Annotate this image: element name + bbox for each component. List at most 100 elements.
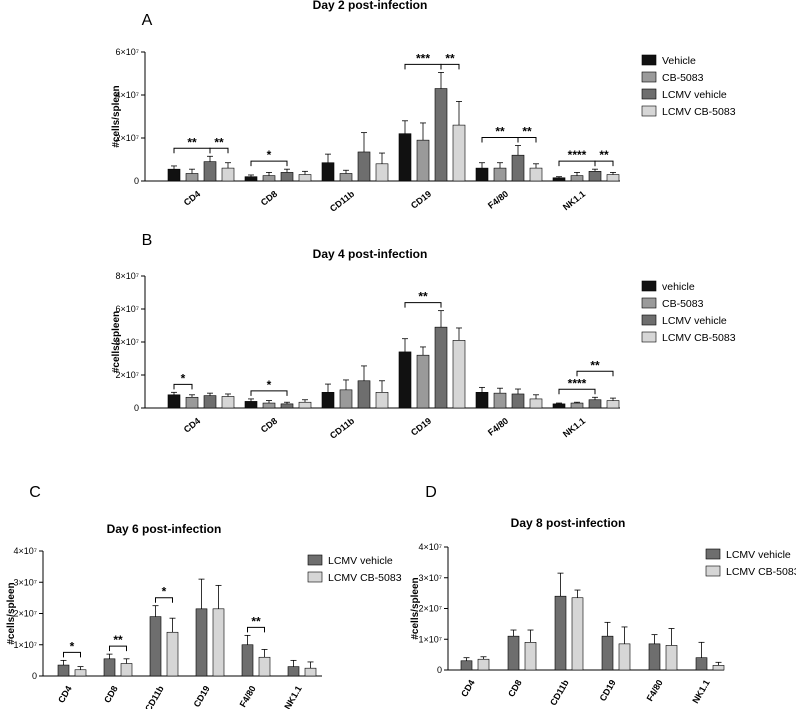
bar bbox=[570, 402, 584, 409]
bar bbox=[588, 399, 602, 409]
legend-label: CB-5083 bbox=[662, 72, 704, 84]
bar bbox=[241, 644, 254, 677]
bar bbox=[398, 351, 412, 409]
legend-swatch bbox=[641, 331, 657, 343]
significance-label: ** bbox=[214, 135, 224, 149]
legend-swatch bbox=[705, 548, 721, 560]
legend-label: CB-5083 bbox=[662, 298, 704, 310]
x-tick-label: CD4 bbox=[56, 684, 74, 705]
bar bbox=[552, 403, 566, 409]
significance-bracket bbox=[209, 147, 229, 154]
x-tick-label: CD8 bbox=[506, 678, 524, 699]
bar bbox=[529, 167, 543, 182]
significance-label: ** bbox=[522, 125, 532, 139]
y-tick-label: 2×10⁷ bbox=[115, 370, 139, 380]
bar bbox=[571, 597, 584, 671]
bar bbox=[552, 177, 566, 182]
y-tick-label: 0 bbox=[437, 665, 442, 675]
bar bbox=[475, 392, 489, 409]
legend-label: LCMV vehicle bbox=[662, 315, 727, 327]
bar bbox=[712, 665, 725, 671]
bar bbox=[185, 396, 199, 409]
x-tick-label: CD8 bbox=[259, 416, 279, 435]
bar bbox=[120, 663, 133, 677]
significance-label: **** bbox=[568, 376, 587, 390]
bar bbox=[103, 658, 116, 677]
bar bbox=[298, 401, 312, 409]
chart-panel-B: B Day 4 post-infection 0 2×10⁷ 4×10⁷ 6×10⁷ 8×1… bbox=[111, 232, 736, 441]
y-tick-label: 0 bbox=[134, 403, 139, 413]
bar bbox=[212, 608, 225, 677]
legend-swatch bbox=[705, 565, 721, 577]
x-tick-label: CD19 bbox=[409, 189, 433, 211]
significance-label: * bbox=[267, 378, 272, 392]
bar bbox=[280, 172, 294, 182]
significance-bracket bbox=[247, 626, 265, 633]
significance-label: ** bbox=[187, 135, 197, 149]
bar bbox=[221, 167, 235, 182]
bar bbox=[529, 398, 543, 409]
legend-swatch bbox=[641, 280, 657, 292]
y-tick-label: 2×10⁷ bbox=[13, 609, 37, 619]
bar bbox=[554, 595, 567, 671]
bar bbox=[493, 392, 507, 409]
bar bbox=[452, 124, 466, 182]
y-tick-label: 3×10⁷ bbox=[13, 577, 37, 587]
bar bbox=[203, 395, 217, 409]
x-tick-label: F4/80 bbox=[645, 678, 665, 703]
bar bbox=[357, 380, 371, 409]
bar bbox=[339, 173, 353, 182]
y-tick-label: 2×10⁷ bbox=[418, 604, 442, 614]
y-tick-label: 4×10⁷ bbox=[13, 546, 37, 556]
chart-title: Day 2 post-infection bbox=[313, 0, 428, 12]
bar bbox=[398, 133, 412, 182]
significance-label: ** bbox=[445, 51, 455, 65]
significance-label: * bbox=[70, 639, 75, 653]
panel-letter: B bbox=[142, 232, 153, 249]
bar bbox=[475, 167, 489, 182]
y-tick-label: 6×10⁷ bbox=[115, 47, 139, 57]
x-tick-label: CD11b bbox=[328, 188, 357, 213]
significance-label: ** bbox=[418, 290, 428, 304]
y-axis-label: #cells/spleen bbox=[111, 311, 122, 373]
chart-title: Day 6 post-infection bbox=[107, 522, 222, 536]
bar bbox=[287, 666, 300, 677]
significance-bracket bbox=[250, 390, 288, 396]
bar bbox=[244, 176, 258, 182]
x-tick-label: NK1.1 bbox=[561, 416, 587, 440]
significance-bracket bbox=[155, 597, 173, 603]
significance-bracket bbox=[517, 137, 537, 143]
x-tick-label: F4/80 bbox=[486, 416, 510, 438]
significance-bracket bbox=[440, 63, 460, 70]
bar bbox=[507, 635, 520, 671]
legend-swatch bbox=[641, 105, 657, 117]
significance-label: ** bbox=[495, 125, 505, 139]
bar bbox=[601, 635, 614, 671]
significance-label: ** bbox=[599, 148, 609, 162]
y-tick-label: 1×10⁷ bbox=[13, 640, 37, 650]
bar bbox=[570, 175, 584, 182]
x-tick-label: CD11b bbox=[143, 684, 166, 709]
x-tick-label: CD19 bbox=[409, 416, 433, 438]
y-tick-label: 1×10⁷ bbox=[418, 634, 442, 644]
legend-swatch bbox=[307, 554, 323, 566]
y-tick-label: 4×10⁷ bbox=[115, 337, 139, 347]
legend-label: LCMV CB-5083 bbox=[726, 566, 796, 578]
significance-bracket bbox=[404, 302, 442, 308]
bar bbox=[321, 392, 335, 409]
significance-bracket bbox=[109, 645, 127, 652]
legend-label: LCMV CB-5083 bbox=[328, 572, 402, 584]
bar bbox=[304, 667, 317, 677]
bar bbox=[298, 174, 312, 182]
x-tick-label: CD8 bbox=[259, 189, 279, 208]
x-tick-label: CD4 bbox=[459, 678, 477, 699]
significance-bracket bbox=[594, 160, 614, 167]
x-tick-label: CD19 bbox=[598, 678, 618, 703]
significance-bracket bbox=[576, 370, 614, 377]
legend-label: LCMV vehicle bbox=[726, 549, 791, 561]
bar bbox=[665, 645, 678, 671]
legend-swatch bbox=[641, 314, 657, 326]
bar bbox=[57, 664, 70, 677]
y-axis-label: #cells/spleen bbox=[410, 577, 421, 639]
